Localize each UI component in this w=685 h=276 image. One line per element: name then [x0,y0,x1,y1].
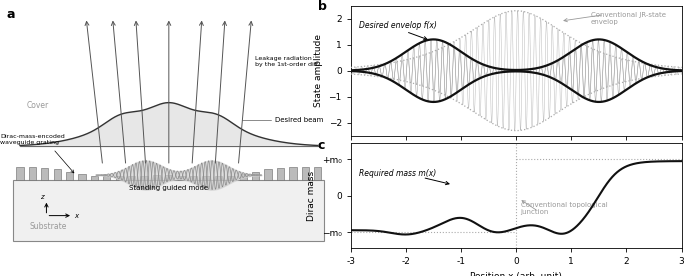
Text: z: z [40,193,43,200]
Text: Conventional topological
junction: Conventional topological junction [521,202,608,215]
Text: Desired envelop f(x): Desired envelop f(x) [359,21,437,30]
Bar [165,175,173,181]
Text: Conventional JR-state
envelop: Conventional JR-state envelop [590,12,666,25]
Bar [240,174,247,181]
Bar [314,167,321,181]
Bar [227,176,234,181]
Bar [301,167,309,181]
Text: x: x [75,213,79,219]
Bar [252,172,260,181]
Text: a: a [7,8,15,21]
Bar [90,176,98,181]
Text: b: b [318,0,327,13]
Bar [128,176,135,181]
Y-axis label: Dirac mass: Dirac mass [308,171,316,221]
Bar [202,176,210,181]
Text: c: c [318,139,325,152]
Bar [140,176,148,181]
Bar [289,167,297,181]
X-axis label: Position x (arb. unit): Position x (arb. unit) [470,272,562,276]
Bar [29,167,36,181]
Bar [177,176,185,181]
Text: Cover: Cover [27,100,49,110]
Text: Leakage radiation
by the 1st-order diff.: Leakage radiation by the 1st-order diff. [255,56,319,67]
Text: Substrate: Substrate [30,222,67,231]
Text: Standing guided mode: Standing guided mode [129,185,208,191]
Bar [264,169,272,181]
Bar [78,174,86,181]
Bar [277,168,284,181]
Bar [215,176,222,181]
Bar [116,176,123,181]
Bar [103,176,110,181]
Bar [53,169,61,181]
Text: Dirac-mass-encoded
waveguide grating: Dirac-mass-encoded waveguide grating [0,134,65,145]
Bar [41,168,49,181]
Bar [190,176,197,181]
Bar [13,181,324,241]
Bar [153,175,160,181]
Y-axis label: State amplitude: State amplitude [314,34,323,107]
Bar [16,167,23,181]
Text: Required mass m(x): Required mass m(x) [359,169,436,178]
Bar [66,172,73,181]
Text: Desired beam: Desired beam [275,117,323,123]
